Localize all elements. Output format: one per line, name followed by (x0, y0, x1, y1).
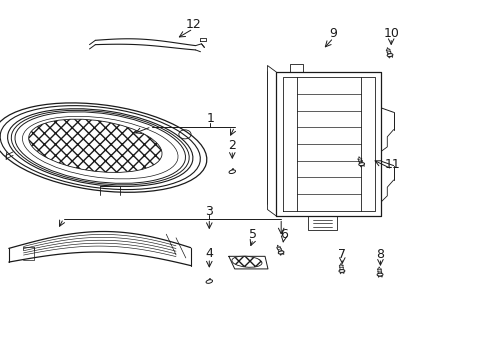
Text: 6: 6 (279, 228, 287, 241)
Text: 2: 2 (228, 139, 236, 152)
Ellipse shape (228, 170, 235, 174)
Ellipse shape (358, 163, 364, 166)
Ellipse shape (278, 251, 284, 254)
Text: 10: 10 (383, 27, 398, 40)
Ellipse shape (376, 273, 382, 276)
Text: 4: 4 (205, 247, 213, 260)
Text: 11: 11 (384, 158, 399, 171)
Ellipse shape (205, 280, 212, 283)
Text: 8: 8 (376, 248, 384, 261)
Text: 7: 7 (338, 248, 346, 261)
Text: 12: 12 (185, 18, 201, 31)
Text: 9: 9 (329, 27, 337, 40)
Ellipse shape (338, 270, 344, 273)
Text: 3: 3 (205, 205, 213, 218)
Ellipse shape (29, 119, 162, 172)
Ellipse shape (386, 54, 392, 57)
Ellipse shape (231, 256, 262, 267)
Text: 1: 1 (206, 112, 214, 125)
Text: 5: 5 (249, 228, 257, 241)
